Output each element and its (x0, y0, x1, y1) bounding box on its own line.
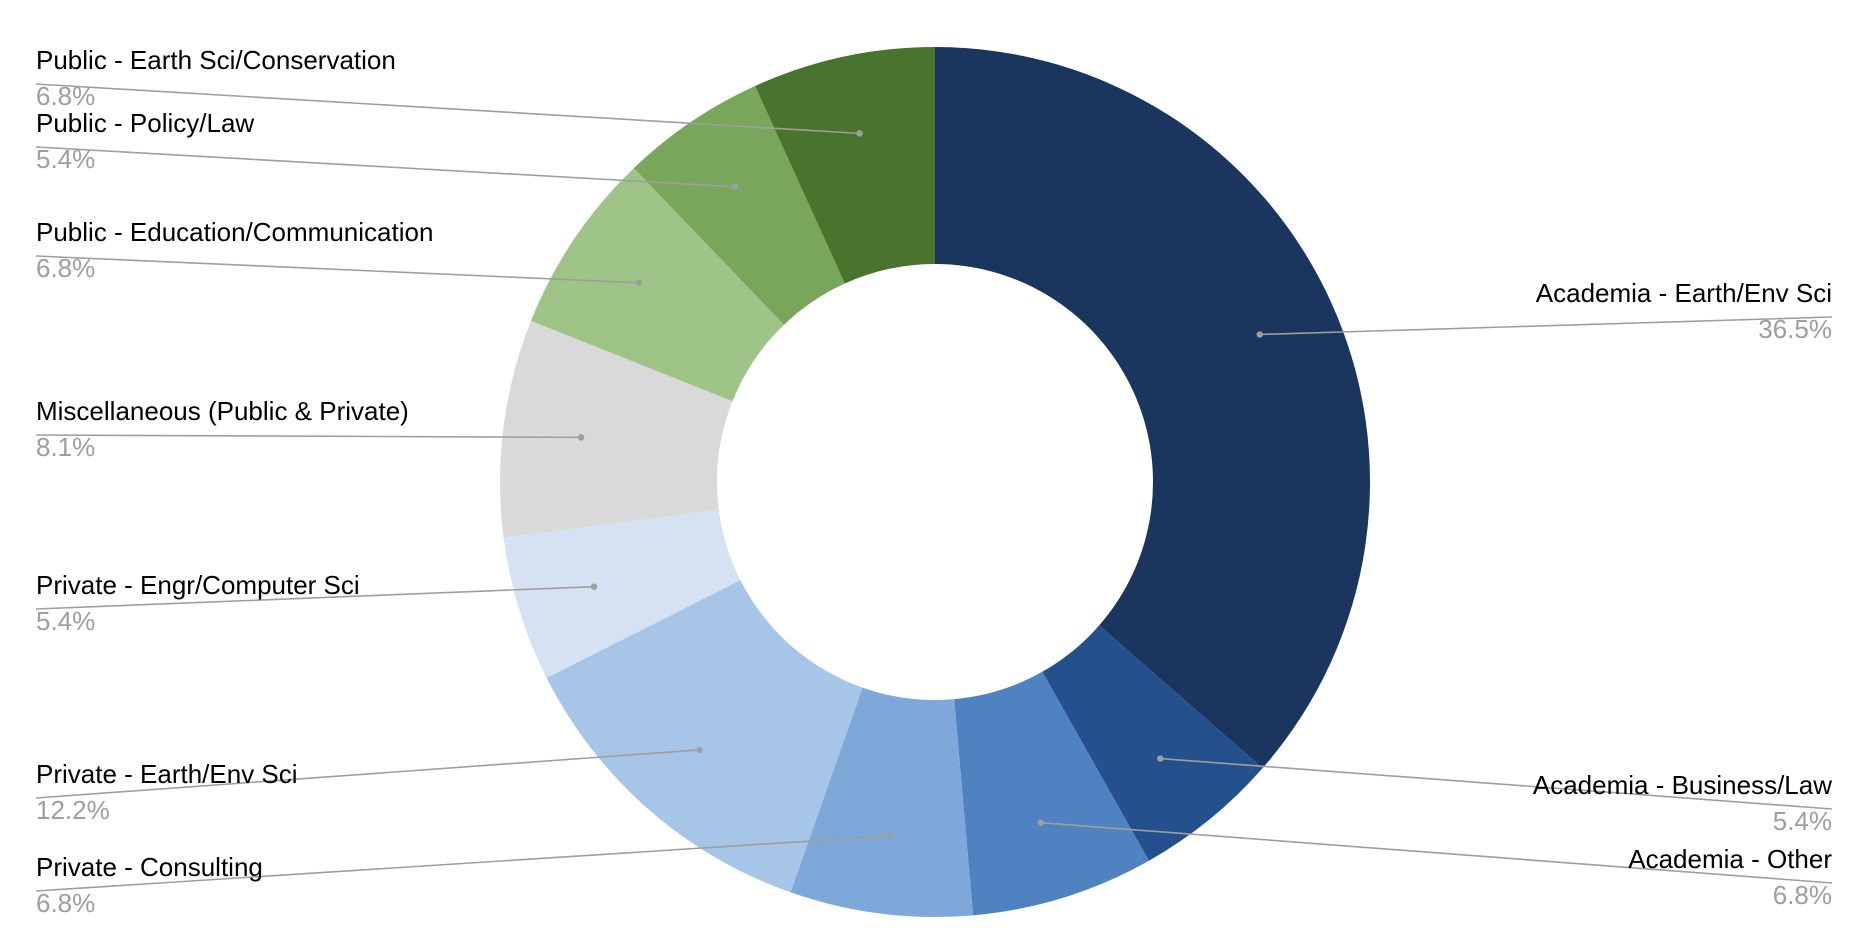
slice-label-private-consulting: Private - Consulting (36, 852, 263, 882)
leader-line-private-consulting (35, 835, 891, 892)
slice-value-label-academia-business-law: 5.4% (1773, 806, 1832, 836)
leader-line-public-earth-sci-conservation (35, 83, 860, 135)
slice-private-engr-computer-sci[interactable] (503, 509, 741, 678)
leader-line-academia-earth-env-sci (1259, 316, 1833, 336)
slice-value-label-private-engr-computer-sci: 5.4% (36, 606, 95, 636)
leader-line-private-earth-env-sci (35, 749, 700, 799)
leader-dot-public-education-communication (635, 279, 643, 286)
slice-public-earth-sci-conservation[interactable] (755, 47, 935, 284)
slice-value-label-public-earth-sci-conservation: 6.8% (36, 81, 95, 111)
slice-label-academia-other: Academia - Other (1628, 844, 1832, 874)
slice-miscellaneous-public-private[interactable] (500, 320, 733, 538)
leader-line-private-engr-computer-sci (35, 585, 595, 610)
slice-label-private-engr-computer-sci: Private - Engr/Computer Sci (36, 570, 360, 600)
leader-line-academia-other (1040, 821, 1833, 884)
slice-labels: Academia - Earth/Env Sci 36.5% Academia - … (35, 45, 1833, 918)
slice-label-public-earth-sci-conservation: Public - Earth Sci/Conservation (36, 45, 396, 75)
slice-value-label-academia-other: 6.8% (1773, 880, 1832, 910)
slice-value-label-miscellaneous-public-private: 8.1% (36, 432, 95, 462)
slice-value-label-public-policy-law: 5.4% (36, 144, 95, 174)
leader-line-miscellaneous-public-private (35, 434, 582, 439)
slice-label-private-earth-env-sci: Private - Earth/Env Sci (36, 759, 298, 789)
leader-dot-private-consulting (887, 832, 894, 840)
leader-dot-public-policy-law (731, 183, 739, 190)
slice-academia-business-law[interactable] (1042, 625, 1263, 861)
leader-dot-public-earth-sci-conservation (856, 130, 863, 137)
leader-dot-miscellaneous-public-private (577, 434, 585, 441)
slice-academia-other[interactable] (954, 671, 1149, 916)
slice-label-miscellaneous-public-private: Miscellaneous (Public & Private) (36, 396, 409, 426)
leader-dot-academia-other (1037, 819, 1044, 826)
slice-value-label-academia-earth-env-sci: 36.5% (1758, 314, 1832, 344)
slices (500, 47, 1370, 917)
slice-label-public-policy-law: Public - Policy/Law (36, 108, 254, 138)
slice-public-education-communication[interactable] (530, 168, 785, 402)
slice-unlabeled-3[interactable] (790, 687, 974, 917)
slice-label-public-education-communication: Public - Education/Communication (36, 217, 433, 247)
slice-private-earth-env-sci[interactable] (546, 580, 863, 893)
leader-dot-private-engr-computer-sci (590, 583, 598, 590)
leader-line-public-education-communication (35, 255, 640, 284)
leader-dot-private-earth-env-sci (696, 746, 703, 754)
slice-value-label-private-consulting: 6.8% (36, 888, 95, 918)
leader-dot-academia-business-law (1157, 755, 1164, 762)
slice-value-label-private-earth-env-sci: 12.2% (36, 795, 110, 825)
slice-value-label-public-education-communication: 6.8% (36, 253, 95, 283)
leader-dot-academia-earth-env-sci (1256, 331, 1263, 338)
slice-label-academia-earth-env-sci: Academia - Earth/Env Sci (1536, 278, 1832, 308)
slice-label-academia-business-law: Academia - Business/Law (1533, 770, 1832, 800)
slice-public-policy-law[interactable] (633, 85, 845, 325)
slice-academia-earth-env-sci[interactable] (935, 47, 1370, 769)
leader-line-public-policy-law (35, 146, 735, 188)
leader-line-academia-business-law (1160, 757, 1833, 810)
